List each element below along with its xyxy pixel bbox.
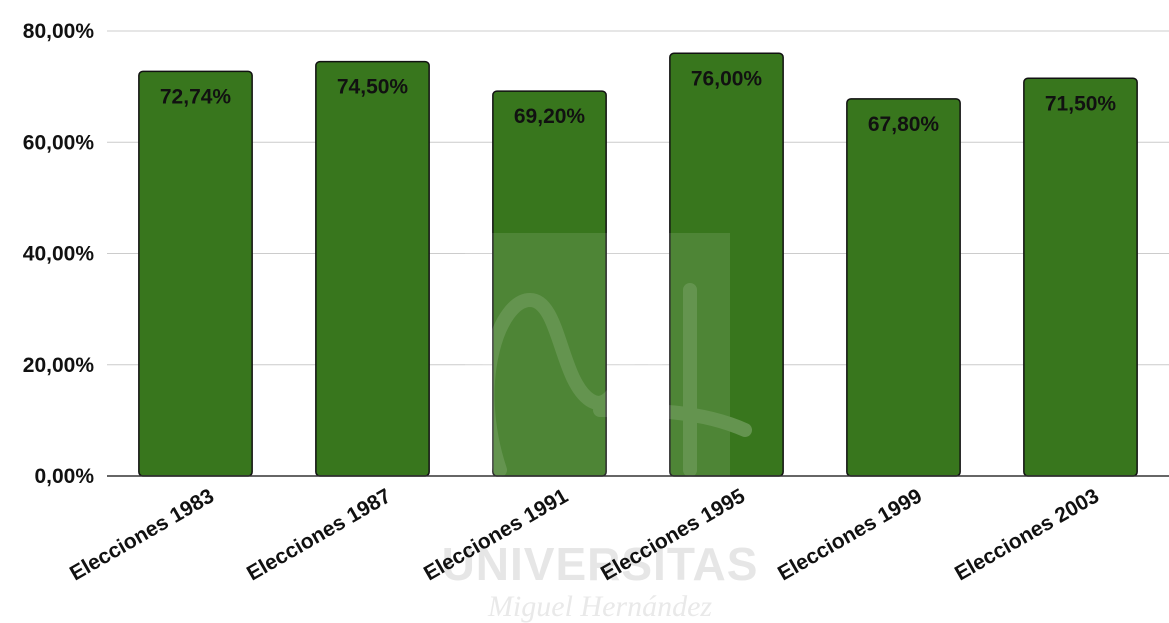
university-watermark [465, 233, 752, 478]
bar [1023, 77, 1138, 477]
bar-value-label: 76,00% [691, 67, 763, 90]
bar-value-label: 69,20% [514, 105, 586, 128]
y-tick-label: 80,00% [23, 20, 95, 43]
x-tick-label: Elecciones 1983 [66, 484, 218, 585]
bar-value-label: 67,80% [868, 113, 940, 136]
bar [315, 60, 430, 477]
y-axis-tick-labels: 0,00% 20,00% 40,00% 60,00% 80,00% [23, 20, 95, 488]
x-tick-label: Elecciones 1987 [243, 484, 395, 585]
watermark-logo [480, 259, 752, 477]
bars: 72,74% 74,50% 69,20% 76,00% 67,80% 71,50% [138, 52, 1138, 477]
bar [846, 98, 961, 477]
x-tick-label: Elecciones 1999 [774, 484, 926, 585]
watermark-name-text: Miguel Hernández [487, 590, 712, 623]
y-tick-label: 20,00% [23, 354, 95, 377]
y-tick-label: 40,00% [23, 243, 95, 266]
watermark-university-text: UNIVERSITAS [442, 538, 759, 590]
bar-value-label: 71,50% [1045, 92, 1117, 115]
gridlines [107, 30, 1169, 366]
bar-value-label: 72,74% [160, 85, 232, 108]
x-tick-label: Elecciones 2003 [951, 484, 1103, 585]
watermark-panel [465, 233, 730, 478]
bar [138, 70, 253, 477]
y-tick-label: 0,00% [34, 465, 94, 488]
y-tick-label: 60,00% [23, 131, 95, 154]
bar-value-label: 74,50% [337, 76, 409, 99]
